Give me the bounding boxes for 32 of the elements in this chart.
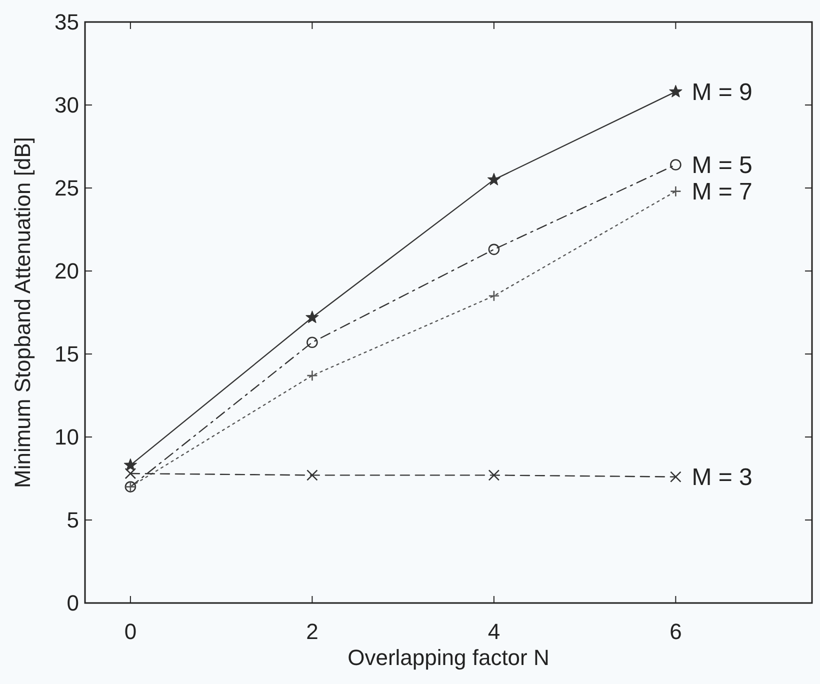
y-axis-title: Minimum Stopband Attenuation [dB]: [10, 137, 35, 488]
point: [669, 84, 682, 98]
x-axis-title: Overlapping factor N: [348, 645, 550, 670]
point: [124, 458, 137, 471]
y-tick-label: 30: [54, 92, 79, 118]
y-tick-label: 5: [66, 508, 79, 533]
y-tick-label: 15: [54, 342, 79, 367]
series-label: M = 5: [692, 152, 752, 180]
point: [670, 471, 682, 482]
x-tick-label: 2: [306, 619, 318, 644]
point: [306, 336, 318, 348]
point: [488, 290, 500, 302]
y-tick-label: 0: [66, 590, 79, 616]
point: [488, 470, 500, 481]
series-label: M = 7: [692, 178, 752, 206]
point: [670, 186, 682, 197]
y-tick-label: 10: [54, 424, 79, 450]
x-tick-label: 0: [124, 619, 137, 644]
x-tick-label: 6: [670, 619, 682, 644]
point: [487, 172, 500, 186]
series-label: M = 9: [692, 79, 752, 106]
series-label: M = 3: [692, 464, 752, 492]
y-tick-label: 25: [54, 176, 79, 201]
point: [306, 470, 318, 481]
point: [306, 310, 319, 324]
y-tick-label: 20: [54, 258, 79, 284]
point: [124, 468, 136, 480]
point: [488, 244, 500, 256]
x-tick-label: 4: [488, 619, 500, 644]
y-tick-label: 35: [54, 10, 79, 35]
point: [306, 370, 318, 382]
point: [670, 159, 682, 170]
